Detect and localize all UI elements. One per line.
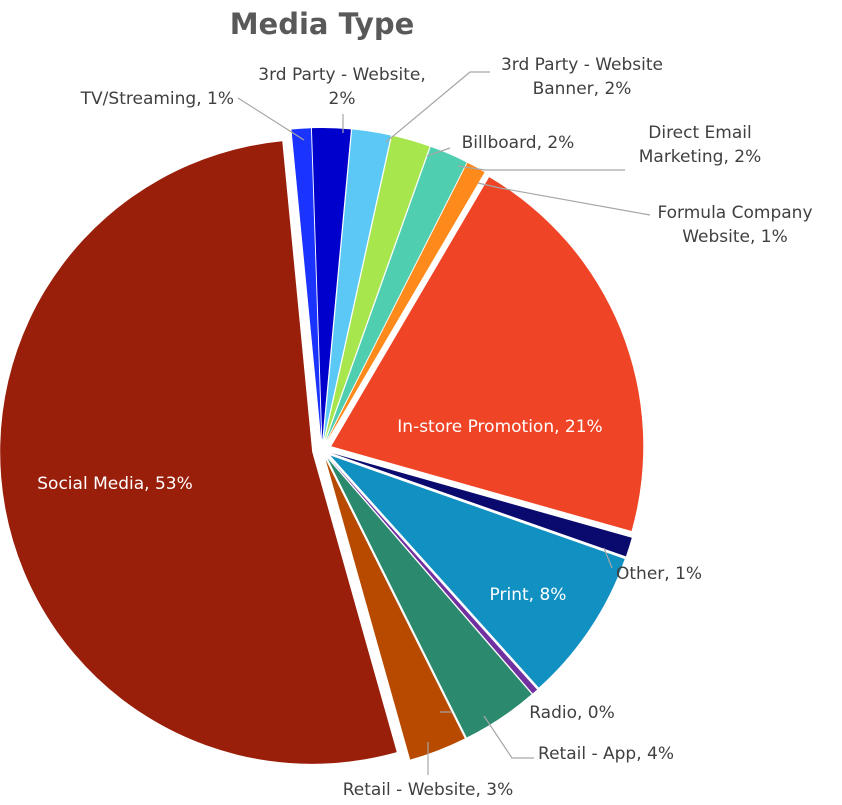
slice-billboard — [324, 135, 430, 441]
label-retail-website: Retail - Website, 3% — [343, 780, 514, 800]
label-3rd-party-website-line-2: 2% — [329, 89, 356, 109]
slice-radio — [328, 457, 538, 694]
label-direct-email-marketing-line-1: Direct Email — [648, 123, 751, 143]
pie-slices — [0, 128, 644, 764]
label-3rd-party-website-banner-line-1: 3rd Party - Website — [501, 55, 663, 75]
leader-other — [603, 547, 613, 569]
slice-other — [331, 453, 632, 557]
leader-tv-streaming — [237, 97, 305, 141]
chart-title: Media Type — [230, 7, 415, 41]
slice-direct-email-marketing — [325, 146, 467, 441]
label-radio: Radio, 0% — [529, 703, 615, 723]
slice-tv-streaming — [291, 128, 322, 441]
slice-labels: TV/Streaming, 1% 3rd Party - Website, 2% 3r… — [37, 55, 812, 800]
label-tv-streaming: TV/Streaming, 1% — [80, 89, 234, 109]
leader-retail-app — [483, 715, 534, 759]
label-print: Print, 8% — [490, 585, 567, 605]
label-3rd-party-website-banner-line-2: Banner, 2% — [533, 79, 632, 99]
label-other: Other, 1% — [616, 564, 702, 584]
leader-formula-company-website — [477, 182, 651, 216]
label-billboard: Billboard, 2% — [462, 133, 575, 153]
slice-in-store-promotion — [331, 177, 644, 532]
leader-billboard — [426, 147, 451, 157]
slice-formula-company-website — [326, 162, 485, 442]
label-in-store-promotion: In-store Promotion, 21% — [397, 417, 602, 437]
slice-retail-website — [325, 459, 465, 760]
label-retail-app: Retail - App, 4% — [538, 744, 674, 764]
label-3rd-party-website-line-1: 3rd Party - Website, — [258, 65, 425, 85]
label-direct-email-marketing-line-2: Marketing, 2% — [639, 147, 762, 167]
leader-3rd-party-website-banner — [385, 71, 490, 143]
slice-3rd-party-website — [311, 128, 351, 441]
slice-retail-app — [327, 458, 532, 738]
label-social-media: Social Media, 53% — [37, 474, 192, 494]
slice-3rd-party-website-banner — [323, 129, 391, 441]
label-formula-company-website-line-2: Website, 1% — [682, 227, 788, 247]
leader-lines — [237, 71, 651, 775]
label-formula-company-website-line-1: Formula Company — [657, 203, 812, 223]
leader-direct-email-marketing — [457, 165, 625, 171]
slice-social-media — [0, 141, 397, 764]
slice-print — [330, 455, 625, 688]
